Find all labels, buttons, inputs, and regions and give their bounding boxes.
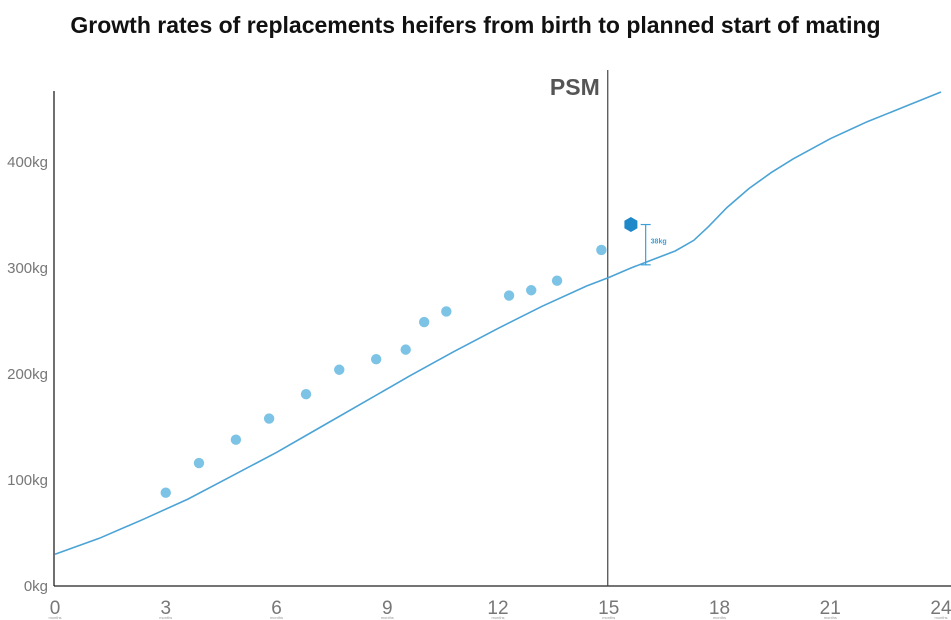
scatter-point [300,388,312,400]
x-tick-unit: months [824,615,837,620]
x-tick-label: 24 [930,598,951,619]
scatter-point [441,306,452,317]
x-tick-unit: months [602,615,615,620]
scatter-point [334,364,345,375]
x-tick-unit: months [713,615,726,620]
x-tick-label: 6 [271,598,282,619]
x-tick-unit: months [159,615,172,620]
psm-reference-line: PSM [550,70,609,586]
weight-gap-annotation: 38kg [640,223,667,266]
x-tick-unit: months [381,615,394,620]
x-tick-unit: months [48,615,61,620]
scatter-points [160,217,638,498]
scatter-point [551,275,563,286]
x-tick-label: 15 [598,598,619,619]
gap-label: 38kg [651,239,667,246]
growth-line [54,91,942,555]
scatter-point [193,457,205,469]
scatter-point [263,413,275,424]
x-tick-label: 18 [709,598,730,619]
x-tick-label: 3 [160,598,171,619]
psm-label: PSM [550,74,600,100]
scatter-point [230,434,242,445]
y-tick-label: 300kg [7,260,48,277]
chart-axes [53,91,951,587]
scatter-point [596,244,607,256]
y-tick-label: 400kg [7,154,48,171]
x-tick-unit: months [270,615,283,620]
scatter-point [370,353,382,365]
x-tick-label: 12 [487,598,508,619]
growth-curve [54,91,942,555]
x-tick-label: 21 [820,598,841,619]
x-tick-label: 9 [382,598,393,619]
x-tick-unit: months [934,615,947,620]
y-tick-label: 200kg [7,366,48,383]
x-tick-label: 0 [50,598,61,619]
x-tick-unit: months [491,615,504,620]
scatter-point [160,487,171,498]
scatter-point [400,344,411,355]
highlight-point [624,217,638,232]
y-tick-label: 100kg [7,472,48,489]
scatter-point [418,316,430,328]
chart-title: Growth rates of replacements heifers fro… [70,12,881,38]
scatter-point [526,285,537,296]
y-tick-label: 0kg [24,578,48,595]
scatter-point [503,290,515,301]
